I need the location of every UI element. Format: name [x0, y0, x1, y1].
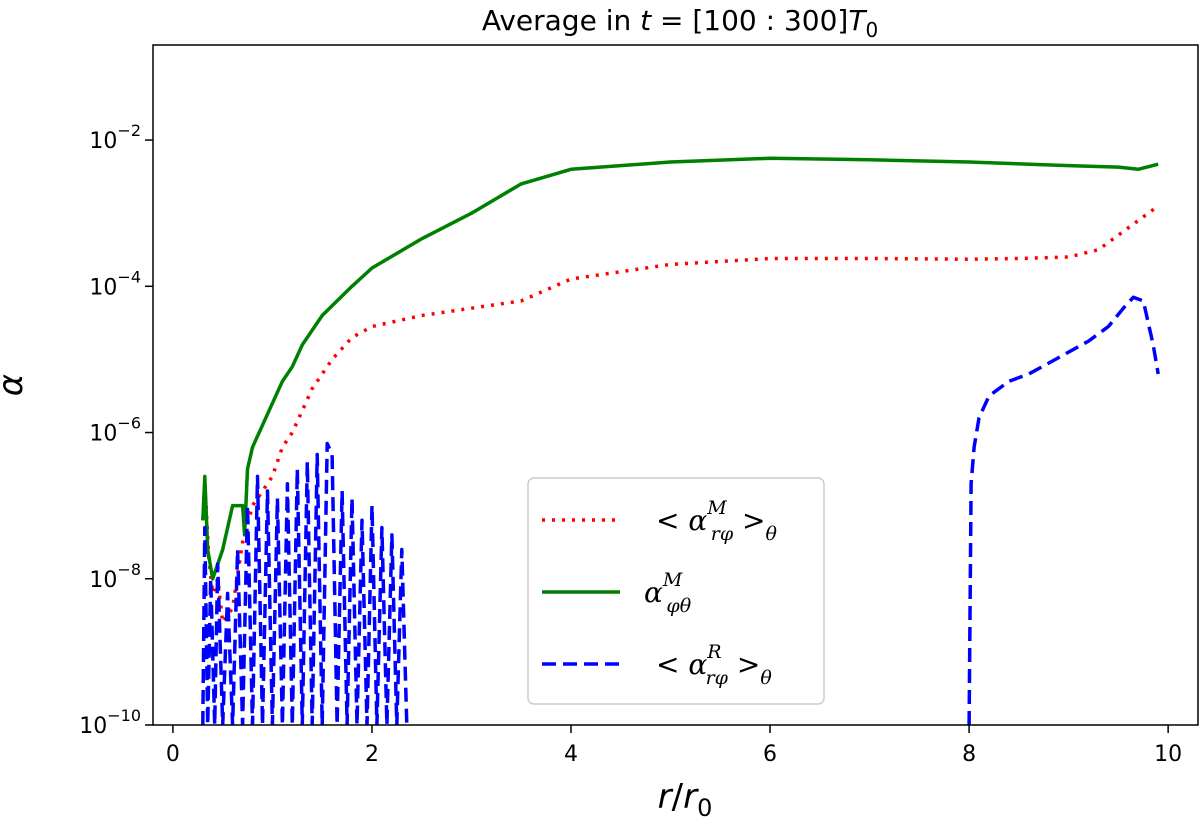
y-tick-label-base-0: 10	[79, 714, 107, 739]
x-tick-label-4: 8	[962, 742, 976, 767]
x-axis-label-sub: 0	[697, 794, 712, 822]
plot-frame	[152, 44, 1199, 726]
x-tick-label-1: 2	[365, 742, 379, 767]
legend-label-main-2: < α	[656, 648, 707, 681]
series-line-2-0	[201, 441, 409, 725]
legend-label-postsub-2: θ	[760, 667, 772, 689]
y-tick-label-exp-3: −4	[117, 267, 141, 286]
x-tick-label-2: 4	[564, 742, 578, 767]
y-tick-label-4: 10−2	[89, 121, 141, 154]
y-tick-label-base-3: 10	[89, 275, 117, 300]
y-tick-label-exp-4: −2	[117, 121, 141, 140]
legend-label-post-2: >	[728, 648, 760, 681]
x-axis-label-den: r	[683, 777, 699, 817]
y-axis-label: α	[0, 374, 31, 396]
y-tick-label-exp-0: −10	[107, 706, 141, 725]
legend: < αM rφ >θαM φθ< αR rφ >θ	[527, 477, 825, 705]
y-tick-label-base-4: 10	[89, 129, 117, 154]
plot-area	[201, 156, 1160, 725]
y-tick-label-exp-1: −8	[117, 560, 141, 579]
legend-label-sup-2: R	[706, 641, 721, 663]
legend-label-sub-0: rφ	[711, 523, 734, 545]
legend-label-0: < αM rφ >θ	[656, 497, 778, 545]
series-line-2-1	[967, 295, 1160, 725]
y-tick-label-3: 10−4	[89, 267, 141, 300]
y-tick-label-base-1: 10	[89, 568, 117, 593]
legend-label-sup-0: M	[706, 497, 727, 519]
legend-frame	[527, 477, 825, 705]
chart-title-var: t	[640, 4, 652, 37]
legend-label-sub-2: rφ	[706, 667, 729, 689]
chart-title-T: T	[848, 4, 867, 37]
legend-label-main-0: < α	[656, 504, 707, 537]
legend-label-main-1: α	[644, 576, 663, 609]
series-group	[201, 156, 1160, 725]
x-axis-label-slash: /	[672, 777, 684, 817]
legend-label-postsub-0: θ	[766, 523, 778, 545]
legend-label-1: αM φθ	[644, 569, 692, 617]
y-tick-label-exp-2: −6	[117, 414, 141, 433]
series-line-0-0	[201, 204, 1160, 625]
x-tick-label-5: 10	[1154, 742, 1182, 767]
legend-label-sup-1: M	[662, 569, 683, 591]
x-axis-label-num: r	[658, 777, 674, 817]
chart-title-prefix: Average in	[482, 4, 640, 37]
series-line-1-0	[201, 156, 1159, 581]
legend-label-post-0: >	[733, 504, 765, 537]
y-tick-label-0: 10−10	[79, 706, 141, 739]
chart-title-eq: = [100 : 300]	[651, 4, 848, 37]
legend-label-sub-1: φθ	[666, 595, 691, 617]
chart-title: Average in t = [100 : 300]T0	[482, 4, 878, 42]
x-axis-label: r/r0	[658, 777, 713, 822]
legend-label-2: < αR rφ >θ	[656, 641, 772, 689]
y-tick-label-1: 10−8	[89, 560, 141, 593]
x-tick-label-3: 6	[763, 742, 777, 767]
y-tick-label-base-2: 10	[89, 422, 117, 447]
y-tick-label-2: 10−6	[89, 414, 141, 447]
x-tick-label-0: 0	[166, 742, 180, 767]
chart-title-sub: 0	[865, 18, 878, 42]
